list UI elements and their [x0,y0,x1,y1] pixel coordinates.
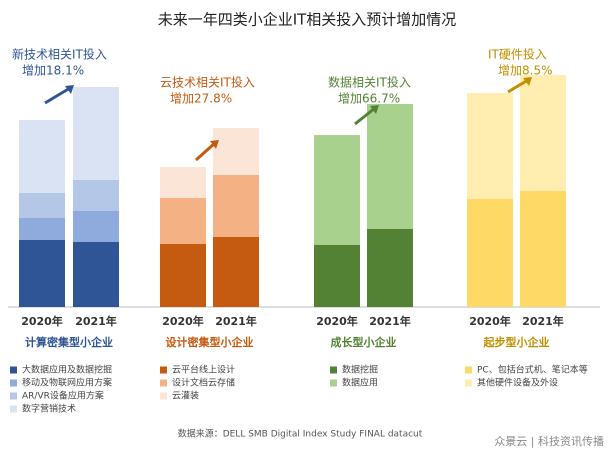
group-name: 设计密集型小企业 [166,335,254,349]
source: 数据来源：DELL SMB Digital Index Study FINAL … [178,428,423,440]
bar-segment [213,128,259,175]
bar-segment [73,180,119,211]
bar-segment [19,240,65,307]
growth-arrow [194,141,217,162]
legend-swatch [10,366,17,374]
x-tick-label: 2020年 [162,314,204,328]
legend-swatch [330,379,337,387]
x-tick-label: 2021年 [75,314,117,328]
bar-segment [314,135,360,245]
arrow-head [523,77,532,86]
legend-swatch [10,405,17,413]
group-name: 起步型小企业 [483,335,550,349]
legend-label: 大数据应用及数据挖掘 [22,364,112,376]
legend-swatch [160,392,167,400]
group-name: 计算密集型小企业 [25,335,113,349]
x-tick-label: 2020年 [316,314,358,328]
bar-segment [367,104,413,229]
growth-arrow [507,78,529,94]
growth-label: 新技术相关IT投入 [12,47,107,62]
bar-segment [314,245,360,307]
x-tick-label: 2021年 [369,314,411,328]
arrow-head [65,85,74,94]
legend-label: 其他硬件设备及外设 [477,377,558,389]
bar-segment [213,237,259,307]
bar-segment [73,87,119,180]
bar-segment [19,193,65,218]
bar-segment [467,93,513,199]
legend-label: 数字营销技术 [22,403,76,415]
bar-segment [160,167,206,198]
bar-segment [160,198,206,244]
bar-segment [19,218,65,240]
watermark: 众景云 | 科技资讯传播 [494,434,604,448]
bar-segment [213,175,259,237]
legend-label: 设计文档云存储 [172,377,235,389]
legend-label: 移动及物联网应用方案 [22,377,112,389]
bar-segment [73,242,119,307]
legend-label: 云灌装 [172,390,199,402]
growth-label: IT硬件投入 [488,47,547,62]
x-tick-label: 2021年 [522,314,564,328]
legend-label: 云平台线上设计 [172,364,235,376]
growth-value: 增加18.1% [22,64,84,78]
legend-swatch [465,379,472,387]
legend-label: 数据挖掘 [342,364,378,376]
legend-label: AR/VR设备应用方案 [22,390,104,402]
legend-swatch [10,392,17,400]
legend-swatch [160,366,167,374]
legend-swatch [330,366,337,374]
growth-arrow [44,86,71,105]
legend-label: PC、包括台式机、笔记本等 [477,364,588,376]
bar-segment [160,244,206,307]
group-name: 成长型小企业 [331,335,397,349]
legend-swatch [160,379,167,387]
bar-segment [367,229,413,307]
x-tick-label: 2020年 [21,314,63,328]
arrow-head [210,140,219,149]
bar-segment [73,211,119,242]
growth-label: 云技术相关IT投入 [160,75,255,90]
legend-swatch [10,379,17,387]
legend-swatch [465,366,472,374]
x-tick-label: 2020年 [469,314,511,328]
growth-value: 增加66.7% [338,92,400,106]
bar-segment [520,75,566,191]
chart-title: 未来一年四类小企业IT相关投入预计增加情况 [158,11,457,29]
legend-label: 数据应用 [342,377,378,389]
x-tick-label: 2021年 [215,314,257,328]
growth-value: 增加8.5% [498,64,553,78]
bar-segment [19,120,65,193]
arrow-head [370,105,379,114]
bar-segment [520,191,566,307]
bar-segment [467,199,513,307]
growth-value: 增加27.8% [170,92,232,106]
growth-label: 数据相关IT投入 [328,75,411,90]
growth-arrow [354,106,376,126]
